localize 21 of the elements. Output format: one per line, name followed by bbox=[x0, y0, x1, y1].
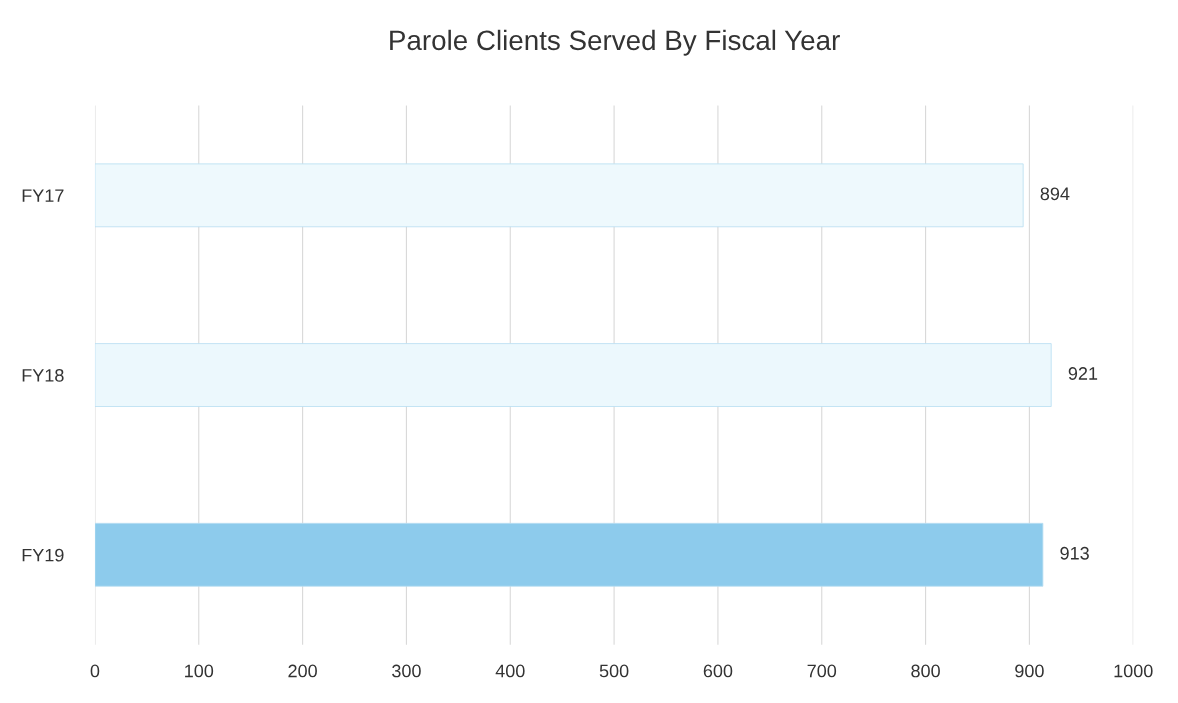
bar bbox=[94, 522, 1044, 587]
data-label: 913 bbox=[1060, 546, 1089, 560]
x-tick-label: 900 bbox=[1015, 664, 1044, 678]
data-label: 894 bbox=[1040, 187, 1070, 201]
x-tick-label: 500 bbox=[599, 664, 629, 678]
bar bbox=[94, 343, 1052, 407]
x-tick-label: 700 bbox=[807, 664, 837, 678]
x-tick-label: 1000 bbox=[1114, 664, 1153, 678]
x-tick-label: 800 bbox=[911, 664, 940, 678]
x-tick-label: 200 bbox=[288, 664, 317, 678]
y-tick-label: FY19 bbox=[22, 548, 64, 562]
y-tick-label: FY17 bbox=[22, 189, 64, 202]
chart-title: Parole Clients Served By Fiscal Year bbox=[390, 29, 840, 56]
y-tick-label: FY18 bbox=[22, 368, 64, 382]
data-label: 921 bbox=[1068, 367, 1098, 380]
x-tick-label: 600 bbox=[703, 664, 733, 678]
x-tick-label: 0 bbox=[90, 664, 100, 678]
x-tick-label: 400 bbox=[495, 664, 525, 678]
x-tick-label: 300 bbox=[392, 664, 421, 678]
bar bbox=[94, 163, 1024, 228]
x-tick-label: 100 bbox=[185, 664, 214, 678]
